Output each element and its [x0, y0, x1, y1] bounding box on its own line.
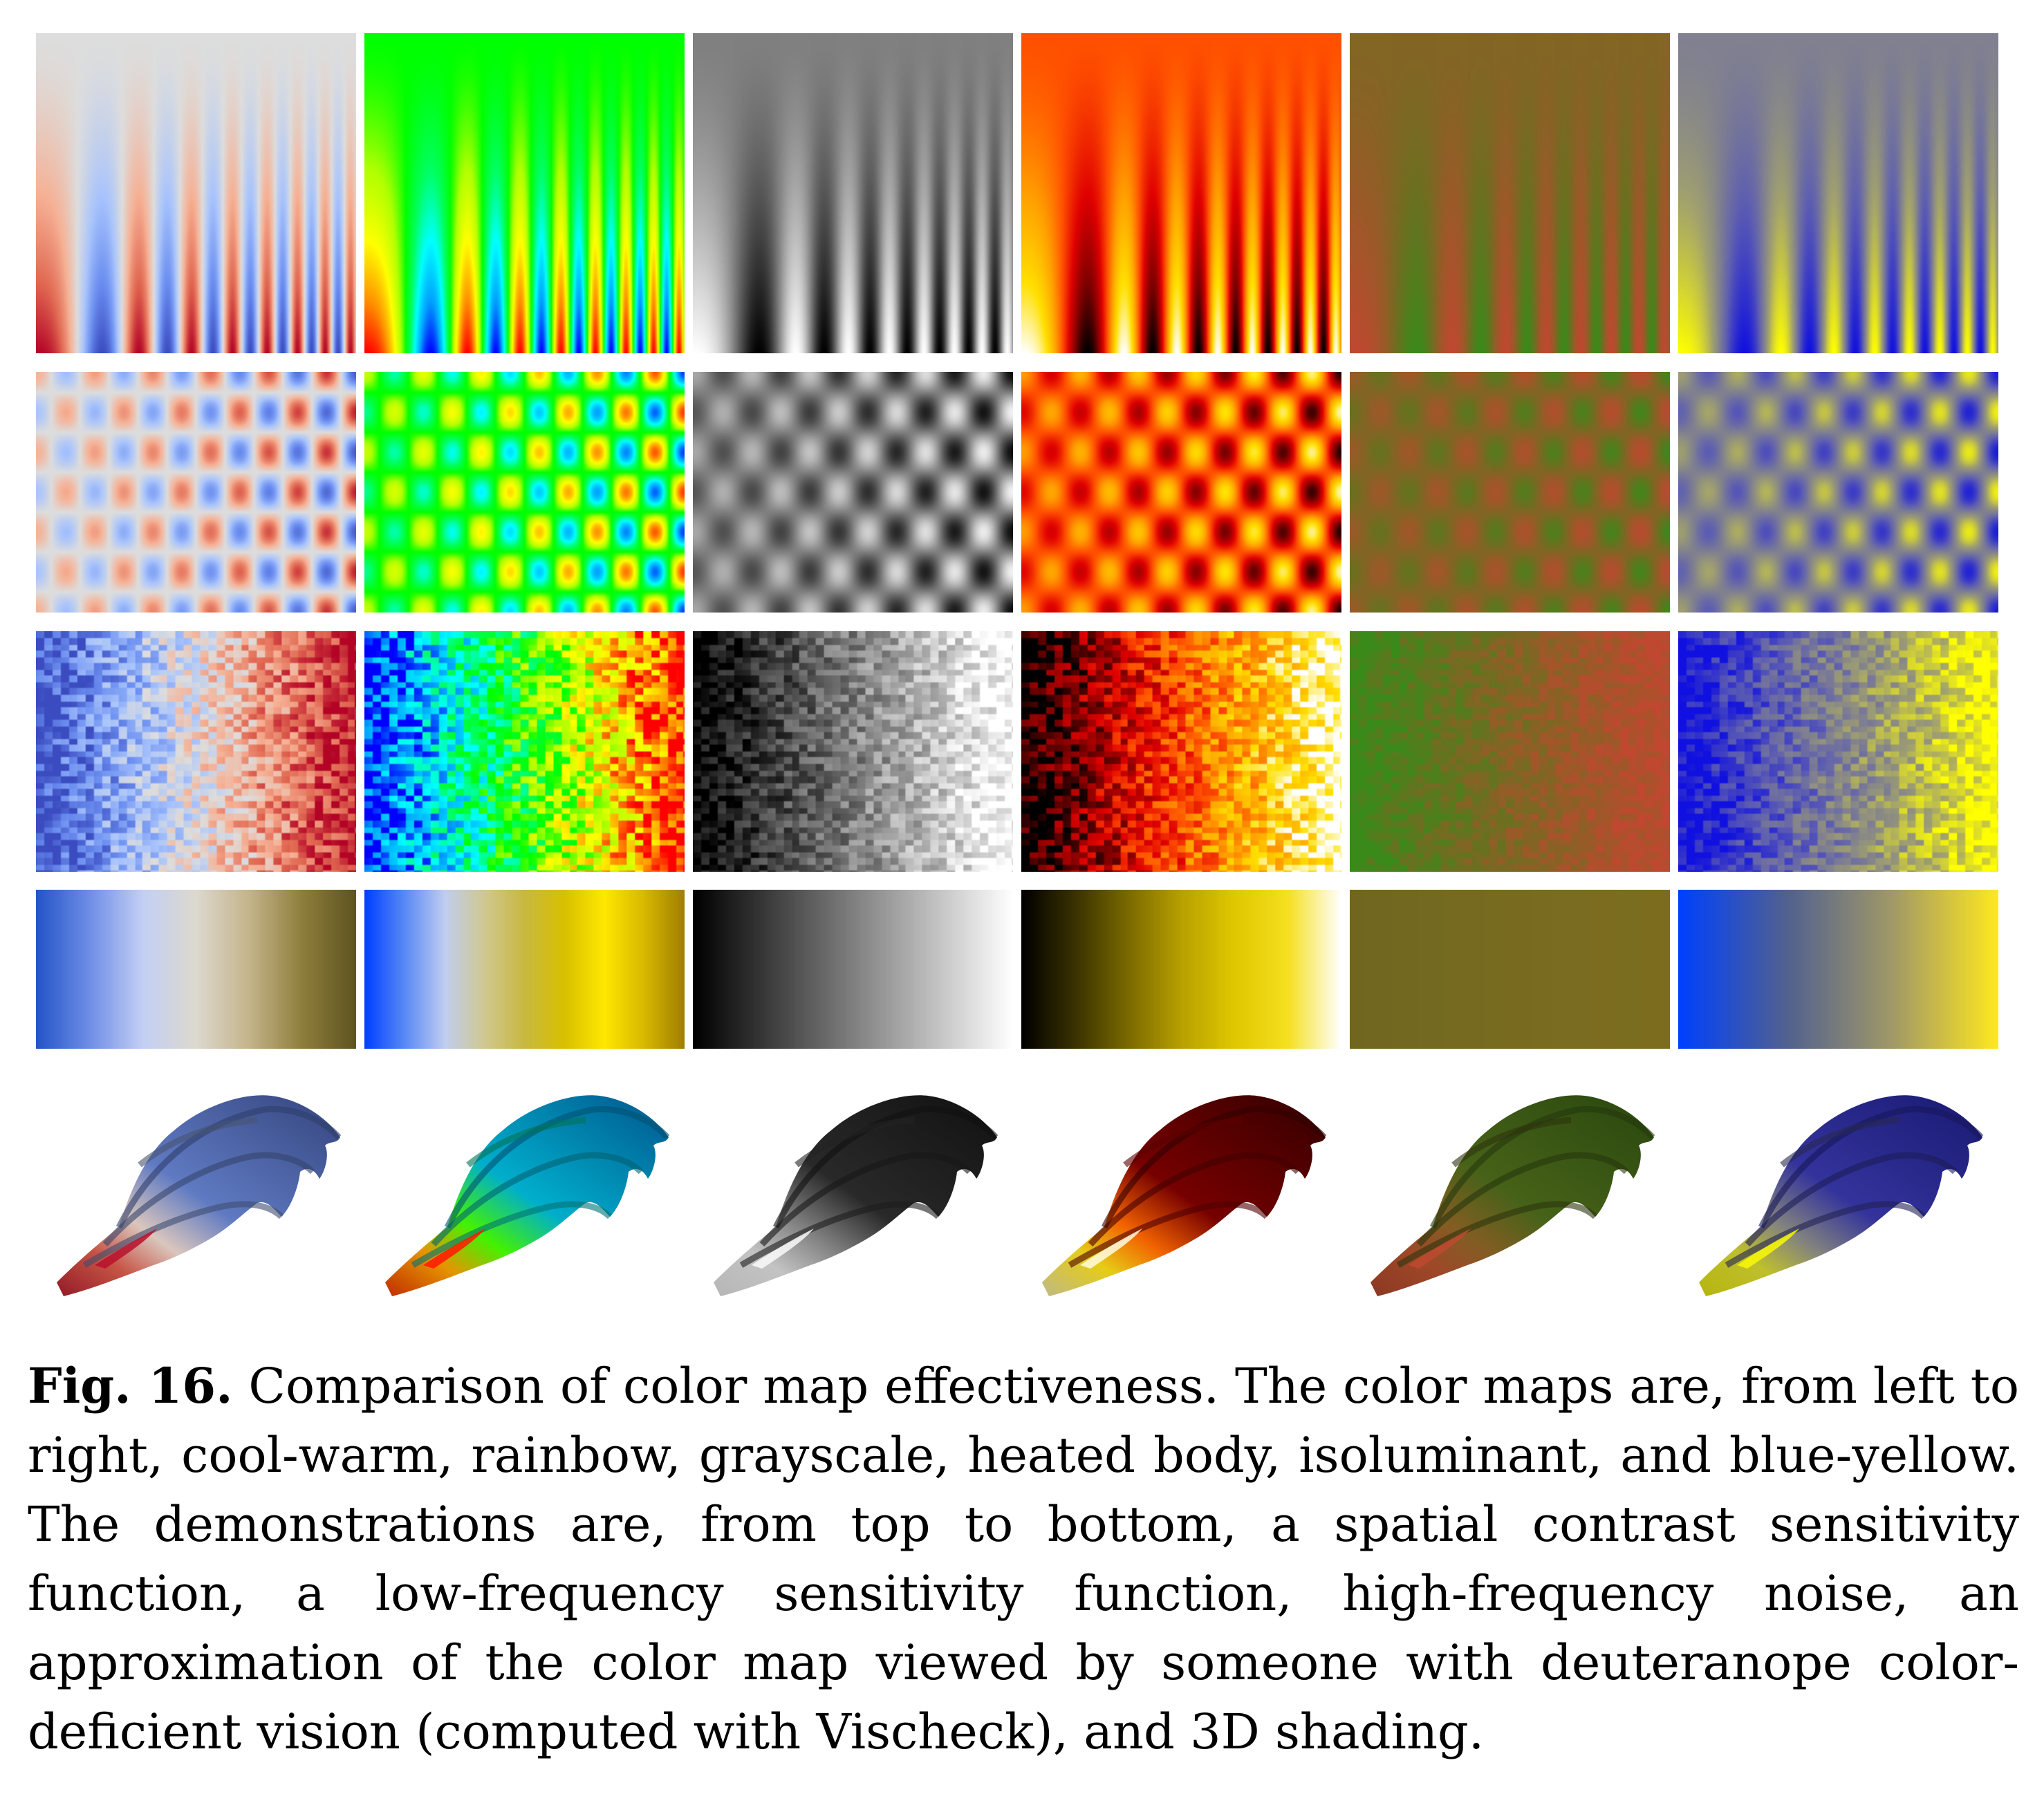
noise-tile-grayscale [693, 631, 1013, 872]
figure-label: Fig. 16. [28, 1357, 233, 1414]
low-frequency-tile-isoluminant [1350, 372, 1670, 613]
low-frequency-tile-heated-body [1021, 372, 1341, 613]
figure-caption: Fig. 16. Comparison of color map effecti… [28, 1352, 2019, 1766]
csf-tile-cool-warm [36, 33, 356, 353]
deuteranope-tile-heated-body [1021, 890, 1341, 1049]
csf-tile-grayscale [693, 33, 1013, 353]
noise-tile-heated-body [1021, 631, 1341, 872]
noise-tile-cool-warm [36, 631, 356, 872]
noise-tile-rainbow [364, 631, 685, 872]
shaded-surface-rainbow [385, 1095, 670, 1296]
csf-tile-blue-yellow [1678, 33, 1998, 353]
shaded-surface-blue-yellow [1699, 1095, 1984, 1296]
figure-grid [36, 33, 1998, 1296]
low-frequency-tile-cool-warm [36, 372, 356, 613]
low-frequency-tile-grayscale [693, 372, 1013, 613]
low-frequency-tile-rainbow [364, 372, 685, 613]
deuteranope-tile-grayscale [693, 890, 1013, 1049]
noise-tile-isoluminant [1350, 631, 1670, 872]
low-frequency-tile-blue-yellow [1678, 372, 1998, 613]
shaded-surface-isoluminant [1371, 1095, 1655, 1296]
csf-tile-isoluminant [1350, 33, 1670, 353]
deuteranope-tile-rainbow [364, 890, 685, 1049]
csf-tile-rainbow [364, 33, 685, 353]
deuteranope-tile-isoluminant [1350, 890, 1670, 1049]
shaded-surface-cool-warm [57, 1095, 342, 1296]
caption-text: Comparison of color map effectiveness. T… [28, 1358, 2019, 1760]
shaded-surface-grayscale [714, 1095, 998, 1296]
deuteranope-tile-cool-warm [36, 890, 356, 1049]
noise-tile-blue-yellow [1678, 631, 1998, 872]
shaded-surface-heated-body [1042, 1095, 1327, 1296]
csf-tile-heated-body [1021, 33, 1341, 353]
deuteranope-tile-blue-yellow [1678, 890, 1998, 1049]
